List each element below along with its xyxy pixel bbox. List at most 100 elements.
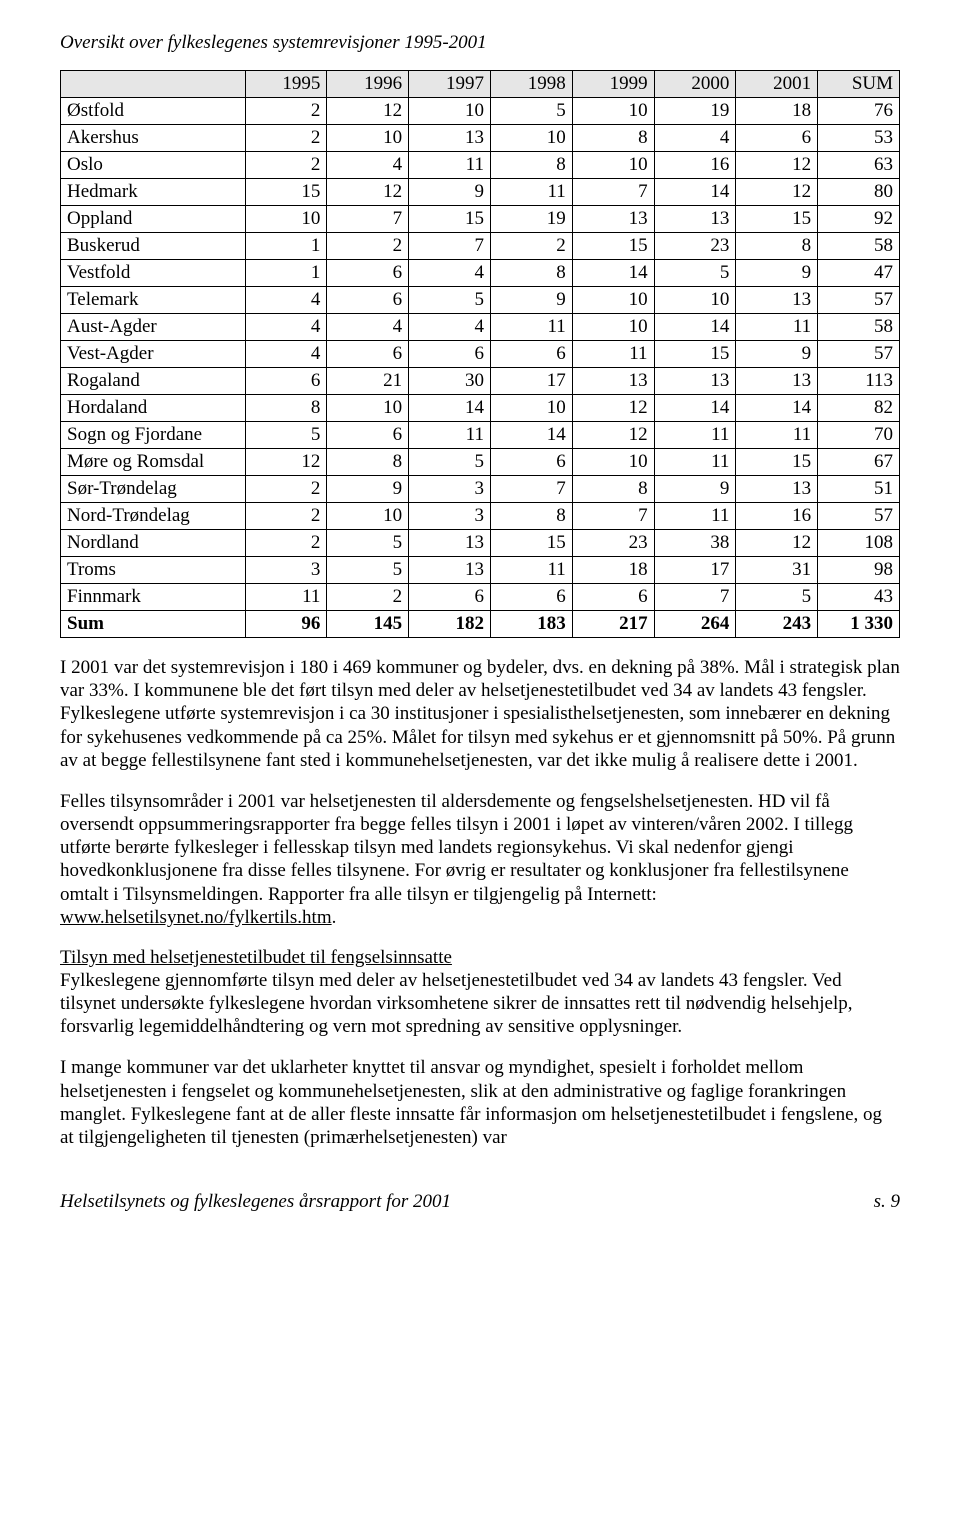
table-row: Sør-Trøndelag2937891351 (61, 476, 900, 503)
cell: 4 (409, 314, 491, 341)
cell: 58 (818, 314, 900, 341)
row-label: Telemark (61, 287, 246, 314)
data-table: 1995 1996 1997 1998 1999 2000 2001 SUM Ø… (60, 70, 900, 638)
cell: 11 (736, 422, 818, 449)
table-row: Nord-Trøndelag210387111657 (61, 503, 900, 530)
cell: 13 (409, 125, 491, 152)
cell: 4 (327, 152, 409, 179)
footer-left: Helsetilsynets og fylkeslegenes årsrappo… (60, 1191, 451, 1213)
cell: 183 (490, 611, 572, 638)
cell: 12 (736, 530, 818, 557)
cell: 2 (490, 233, 572, 260)
cell: 5 (327, 557, 409, 584)
cell: 2 (245, 125, 327, 152)
cell: 2 (327, 233, 409, 260)
cell: 11 (490, 179, 572, 206)
cell: 14 (490, 422, 572, 449)
cell: 9 (736, 260, 818, 287)
table-header: 1995 (245, 71, 327, 98)
cell: 4 (654, 125, 736, 152)
cell: 10 (490, 395, 572, 422)
paragraph-1: I 2001 var det systemrevisjon i 180 i 46… (60, 656, 900, 772)
cell: 23 (654, 233, 736, 260)
cell: 14 (572, 260, 654, 287)
cell: 264 (654, 611, 736, 638)
cell: 30 (409, 368, 491, 395)
cell: 108 (818, 530, 900, 557)
cell: 1 (245, 260, 327, 287)
cell: 2 (245, 503, 327, 530)
cell: 7 (654, 584, 736, 611)
cell: 76 (818, 98, 900, 125)
cell: 13 (409, 530, 491, 557)
table-row: Akershus210131084653 (61, 125, 900, 152)
cell: 13 (736, 287, 818, 314)
row-label: Oppland (61, 206, 246, 233)
table-row: Telemark465910101357 (61, 287, 900, 314)
cell: 57 (818, 503, 900, 530)
row-label: Troms (61, 557, 246, 584)
row-label: Buskerud (61, 233, 246, 260)
row-label: Nord-Trøndelag (61, 503, 246, 530)
row-label: Sør-Trøndelag (61, 476, 246, 503)
cell: 7 (327, 206, 409, 233)
cell: 63 (818, 152, 900, 179)
cell: 11 (654, 449, 736, 476)
cell: 11 (409, 152, 491, 179)
cell: 6 (490, 341, 572, 368)
cell: 47 (818, 260, 900, 287)
subheading-fengsel: Tilsyn med helsetjenestetilbudet til fen… (60, 947, 900, 969)
cell: 11 (654, 422, 736, 449)
table-row: Nordland251315233812108 (61, 530, 900, 557)
cell: 13 (736, 476, 818, 503)
row-label: Møre og Romsdal (61, 449, 246, 476)
row-label: Hedmark (61, 179, 246, 206)
table-header: 1997 (409, 71, 491, 98)
table-header: SUM (818, 71, 900, 98)
cell: 10 (327, 395, 409, 422)
row-label: Nordland (61, 530, 246, 557)
cell: 217 (572, 611, 654, 638)
table-header: 1996 (327, 71, 409, 98)
row-label: Sogn og Fjordane (61, 422, 246, 449)
cell: 6 (327, 341, 409, 368)
cell: 12 (327, 179, 409, 206)
paragraph-2: Felles tilsynsområder i 2001 var helsetj… (60, 790, 900, 929)
cell: 4 (245, 341, 327, 368)
cell: 5 (245, 422, 327, 449)
table-row: Buskerud12721523858 (61, 233, 900, 260)
table-row: Finnmark1126667543 (61, 584, 900, 611)
cell: 96 (245, 611, 327, 638)
cell: 10 (245, 206, 327, 233)
row-label: Sum (61, 611, 246, 638)
cell: 12 (736, 179, 818, 206)
cell: 15 (736, 206, 818, 233)
cell: 15 (490, 530, 572, 557)
cell: 13 (409, 557, 491, 584)
cell: 8 (327, 449, 409, 476)
cell: 6 (327, 287, 409, 314)
cell: 8 (572, 476, 654, 503)
cell: 15 (409, 206, 491, 233)
row-label: Akershus (61, 125, 246, 152)
table-row: Oslo2411810161263 (61, 152, 900, 179)
cell: 51 (818, 476, 900, 503)
cell: 7 (490, 476, 572, 503)
cell: 10 (327, 503, 409, 530)
cell: 6 (409, 584, 491, 611)
row-label: Vestfold (61, 260, 246, 287)
cell: 5 (409, 449, 491, 476)
cell: 6 (327, 422, 409, 449)
cell: 7 (572, 503, 654, 530)
paragraph-2-post: . (332, 907, 337, 928)
link-helsetilsynet[interactable]: www.helsetilsynet.no/fylkertils.htm (60, 907, 332, 928)
cell: 145 (327, 611, 409, 638)
cell: 1 (245, 233, 327, 260)
cell: 19 (654, 98, 736, 125)
cell: 4 (245, 314, 327, 341)
table-row: Vest-Agder46661115957 (61, 341, 900, 368)
cell: 9 (327, 476, 409, 503)
cell: 2 (245, 152, 327, 179)
cell: 9 (736, 341, 818, 368)
cell: 10 (409, 98, 491, 125)
